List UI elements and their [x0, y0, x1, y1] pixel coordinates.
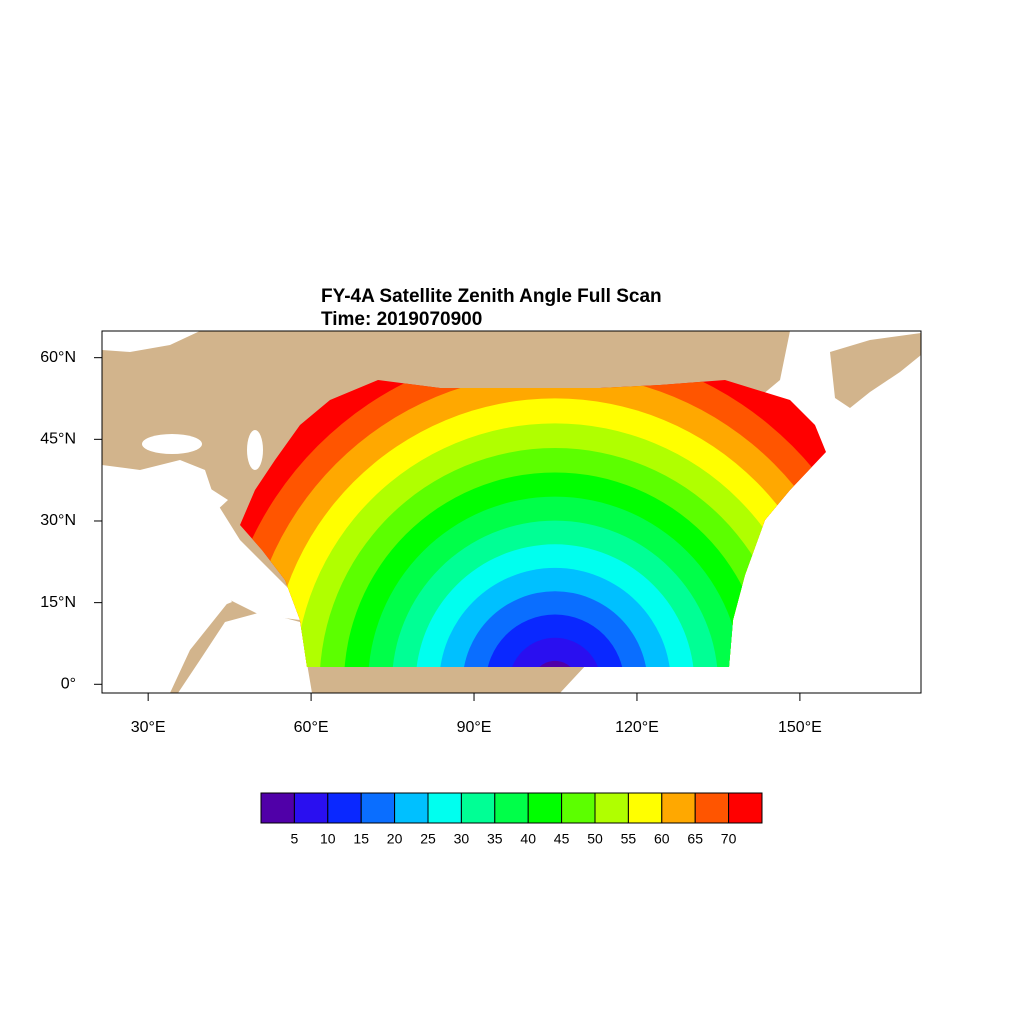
y-tick-label: 60°N [40, 349, 76, 366]
chart-title: FY-4A Satellite Zenith Angle Full Scan [321, 286, 662, 307]
zenith-band [508, 637, 602, 667]
sea [172, 528, 232, 606]
sea [102, 470, 228, 512]
colorbar-box [494, 792, 529, 824]
y-tick-label: 0° [61, 676, 76, 693]
colorbar-label: 45 [554, 831, 570, 847]
colorbar-label: 35 [487, 831, 503, 847]
colorbar-box [728, 792, 763, 824]
y-tick-label: 30°N [40, 512, 76, 529]
colorbar-box [627, 792, 663, 824]
colorbar-box [360, 792, 396, 824]
colorbar-label: 30 [454, 831, 470, 847]
x-tick-label: 90°E [457, 719, 492, 736]
colorbar-label: 10 [320, 831, 336, 847]
sea [142, 434, 202, 454]
colorbar-label: 60 [654, 831, 670, 847]
colorbar-box [293, 792, 329, 824]
colorbar-label: 40 [520, 831, 536, 847]
zenith-band [485, 614, 625, 667]
colorbar-box [594, 792, 629, 824]
colorbar-box [527, 792, 563, 824]
colorbar-box [394, 792, 429, 824]
colorbar-label: 25 [420, 831, 436, 847]
zenith-field [240, 380, 826, 667]
colorbar-label: 50 [587, 831, 603, 847]
colorbar-label: 15 [353, 831, 369, 847]
colorbar-box [427, 792, 462, 824]
y-tick-label: 45°N [40, 431, 76, 448]
colorbar-label: 70 [721, 831, 737, 847]
colorbar-box [327, 792, 362, 824]
sea [247, 430, 263, 470]
x-tick-label: 60°E [294, 719, 329, 736]
colorbar-label: 65 [687, 831, 703, 847]
colorbar-box [260, 792, 295, 824]
colorbar-box [561, 792, 596, 824]
sea [102, 331, 200, 352]
sea [178, 612, 312, 693]
colorbar-label: 5 [291, 831, 299, 847]
colorbar-label: 20 [387, 831, 403, 847]
x-tick-label: 30°E [131, 719, 166, 736]
x-tick-label: 150°E [778, 719, 822, 736]
colorbar-box [460, 792, 496, 824]
chart-subtitle: Time: 2019070900 [321, 309, 482, 330]
plot-frame [101, 330, 922, 694]
colorbar-label: 55 [621, 831, 637, 847]
x-tick-label: 120°E [615, 719, 659, 736]
y-tick-label: 15°N [40, 594, 76, 611]
colorbar-box [661, 792, 696, 824]
colorbar-box [694, 792, 730, 824]
land [830, 333, 921, 408]
